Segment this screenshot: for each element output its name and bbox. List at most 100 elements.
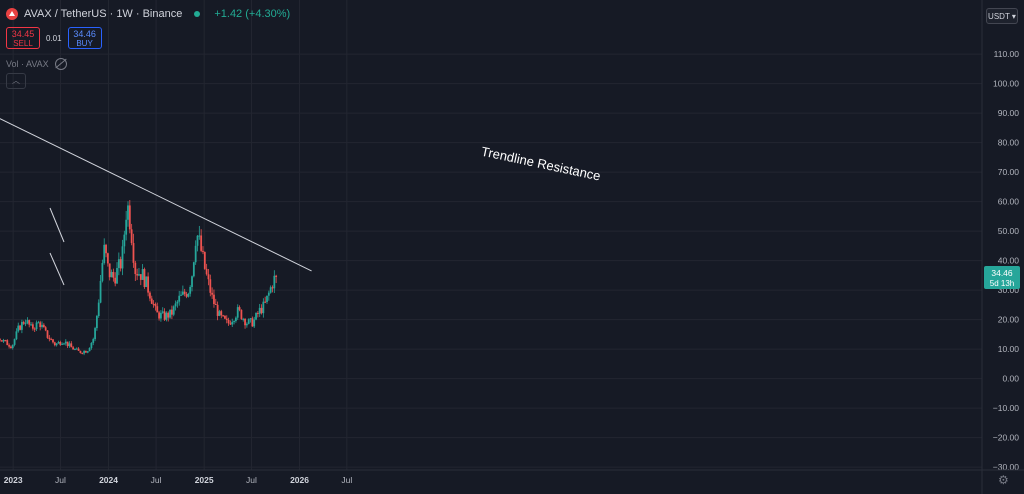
candle-body (233, 321, 235, 323)
gear-icon[interactable]: ⚙ (998, 473, 1009, 487)
candle-body (191, 276, 193, 287)
candle-body (48, 337, 51, 340)
y-tick-label: 20.00 (998, 315, 1020, 325)
candle-body (83, 351, 85, 354)
candle-body (59, 341, 62, 345)
drawing-stroke (49, 207, 65, 243)
y-tick-label: 100.00 (993, 79, 1019, 89)
current-price-label: 34.46 (991, 268, 1013, 278)
candle-body (106, 253, 109, 264)
currency-select[interactable]: USDT ▾ (986, 8, 1018, 24)
y-tick-label: 0.00 (1002, 374, 1019, 384)
candle-body (66, 341, 69, 347)
candle-body (123, 234, 126, 247)
candle-body (266, 295, 268, 303)
candle-body (116, 268, 118, 284)
candle-body (192, 262, 195, 277)
candle-body (130, 229, 133, 244)
x-tick-label: Jul (55, 475, 66, 485)
candle-body (13, 339, 16, 345)
eye-off-icon[interactable] (54, 58, 67, 70)
volume-indicator[interactable]: Vol · AVAX (6, 58, 67, 70)
candle-body (94, 328, 96, 340)
candle-body (158, 312, 160, 319)
candle-body (101, 263, 104, 281)
candle-body (200, 235, 203, 251)
candle-body (180, 294, 182, 296)
collapse-legend-button[interactable]: ︿ (6, 73, 26, 89)
candle-body (63, 343, 65, 345)
candle-body (167, 312, 170, 318)
candle-body (35, 322, 38, 330)
symbol-title[interactable]: AVAX / TetherUS · 1W · Binance (24, 8, 183, 20)
candle-body (147, 276, 150, 293)
y-tick-label: 90.00 (998, 108, 1020, 118)
candle-body (231, 321, 234, 325)
candle-body (220, 311, 223, 316)
candle-body (11, 344, 14, 349)
candle-body (4, 340, 7, 342)
candle-body (68, 343, 71, 347)
candle-body (61, 343, 64, 345)
candle-body (150, 298, 153, 304)
candle-body (152, 303, 155, 305)
candle-body (33, 328, 36, 330)
candle-body (22, 322, 25, 324)
candle-body (86, 351, 89, 353)
sell-price: 34.45 (11, 29, 35, 39)
candle-body (240, 309, 243, 320)
candle-body (273, 275, 276, 289)
candle-body (117, 259, 120, 269)
candle-body (189, 286, 192, 294)
candle-body (183, 291, 186, 295)
x-tick-label: Jul (246, 475, 257, 485)
candle-body (139, 274, 142, 280)
trendline-annotation: Trendline Resistance (480, 144, 602, 184)
candle-body (90, 342, 93, 349)
x-tick-label: 2023 (4, 475, 23, 485)
countdown-label: 5d 13h (990, 279, 1014, 288)
candle-body (161, 311, 164, 313)
candle-body (222, 315, 225, 317)
x-tick-label: 2026 (290, 475, 309, 485)
candle-body (264, 301, 267, 303)
sell-button[interactable]: 34.45 SELL (6, 27, 40, 49)
candle-body (196, 235, 199, 246)
candle-body (79, 350, 82, 353)
y-tick-label: 30.00 (998, 285, 1020, 295)
candle-body (28, 320, 31, 325)
y-tick-label: 40.00 (998, 256, 1020, 266)
y-tick-label: 80.00 (998, 138, 1020, 148)
y-tick-label: 60.00 (998, 197, 1020, 207)
y-tick-label: 10.00 (998, 344, 1020, 354)
candle-body (105, 244, 107, 254)
candle-body (64, 341, 67, 344)
candle-body (163, 311, 166, 320)
candle-body (0, 340, 3, 342)
candle-body (143, 269, 146, 287)
candle-body (0, 339, 1, 341)
candle-body (251, 318, 254, 327)
candle-body (119, 259, 122, 269)
candle-body (256, 312, 259, 314)
candle-body (172, 306, 175, 315)
x-tick-label: Jul (341, 475, 352, 485)
candle-body (170, 309, 173, 315)
trendline-line (0, 118, 312, 272)
candle-body (6, 340, 9, 346)
candle-body (2, 340, 5, 342)
candle-body (174, 303, 177, 307)
candle-body (57, 341, 60, 344)
buy-button[interactable]: 34.46 BUY (67, 27, 102, 49)
buy-price: 34.46 (73, 29, 96, 39)
candle-body (253, 319, 256, 327)
candle-body (134, 262, 137, 275)
candle-body (39, 322, 42, 328)
candle-body (19, 325, 21, 330)
x-tick-label: 2024 (99, 475, 118, 485)
candle-body (229, 323, 232, 325)
candle-body (70, 343, 73, 348)
candle-body (205, 268, 208, 275)
